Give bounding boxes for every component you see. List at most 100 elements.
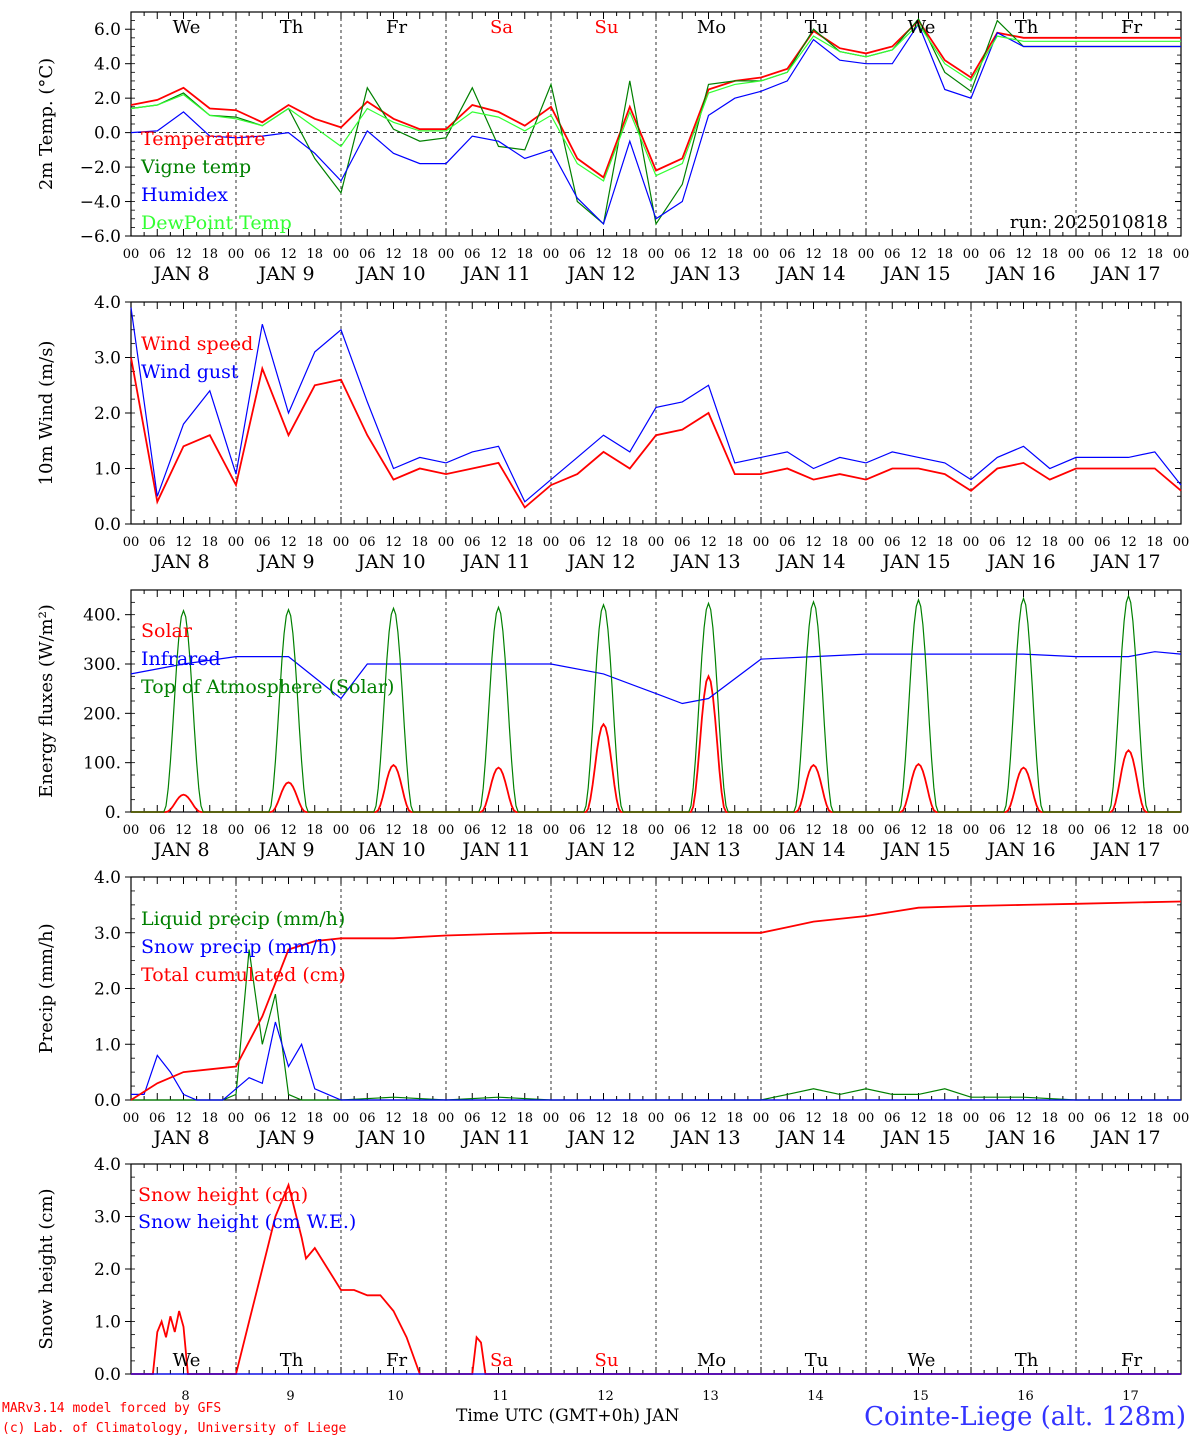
hour-label: 12 — [910, 1111, 927, 1126]
hour-label: 00 — [438, 247, 455, 262]
hour-label: 00 — [858, 535, 875, 550]
hour-label: 18 — [411, 535, 428, 550]
series-line-temperature — [130, 19, 1181, 179]
series-line-vigne-temp — [130, 17, 1181, 226]
weekday-label: Th — [1015, 1350, 1039, 1371]
hour-label: 18 — [516, 823, 533, 838]
y-axis-label: Snow height (cm) — [36, 1188, 57, 1349]
legend-entry: DewPoint Temp — [141, 212, 292, 234]
series-line-infrared — [130, 651, 1182, 705]
weekday-label: Fr — [386, 1350, 407, 1371]
hour-label: 12 — [490, 1111, 507, 1126]
date-label: JAN 8 — [151, 551, 209, 573]
hour-label: 00 — [228, 823, 245, 838]
hour-label: 12 — [490, 823, 507, 838]
hour-label: 06 — [884, 535, 901, 550]
day-number-label: 14 — [807, 1389, 824, 1404]
y-tick-label: 4.0 — [94, 293, 121, 313]
date-label: JAN 9 — [256, 551, 314, 573]
hour-label: 18 — [1041, 247, 1058, 262]
x-axis-title: Time UTC (GMT+0h) JAN — [456, 1406, 680, 1426]
hour-label: 00 — [1068, 535, 1085, 550]
hour-label: 00 — [438, 1111, 455, 1126]
date-label: JAN 10 — [355, 551, 425, 573]
hour-label: 18 — [201, 247, 218, 262]
weekday-label: We — [173, 1350, 201, 1371]
hour-label: 00 — [753, 1111, 770, 1126]
y-tick-label: 6.0 — [94, 20, 121, 40]
weekday-label: Th — [1015, 17, 1039, 38]
date-label: JAN 10 — [355, 263, 425, 285]
day-number-label: 15 — [912, 1389, 929, 1404]
hour-label: 06 — [359, 1111, 376, 1126]
series-line-wind-speed — [130, 357, 1182, 509]
hour-label: 12 — [595, 535, 612, 550]
date-label: JAN 9 — [256, 263, 314, 285]
hour-label: 06 — [779, 535, 796, 550]
hour-label: 12 — [490, 535, 507, 550]
y-tick-label: 2.0 — [94, 404, 121, 424]
hour-label: 00 — [963, 1111, 980, 1126]
hour-label: 00 — [753, 247, 770, 262]
hour-label: 12 — [910, 535, 927, 550]
hour-label: 00 — [438, 535, 455, 550]
y-tick-label: −6.0 — [80, 227, 121, 247]
date-label: JAN 14 — [775, 839, 845, 861]
day-number-label: 10 — [387, 1389, 404, 1404]
y-tick-label: 0.0 — [94, 1091, 121, 1111]
hour-label: 12 — [910, 823, 927, 838]
hour-label: 12 — [700, 823, 717, 838]
date-label: JAN 13 — [670, 551, 740, 573]
hour-label: 12 — [280, 247, 297, 262]
hour-label: 06 — [1094, 535, 1111, 550]
weekday-label: Fr — [1121, 17, 1142, 38]
hour-label: 12 — [175, 535, 192, 550]
hour-label: 06 — [989, 247, 1006, 262]
hour-label: 18 — [516, 1111, 533, 1126]
hour-label: 00 — [228, 247, 245, 262]
hour-label: 12 — [1015, 823, 1032, 838]
hour-label: 18 — [1041, 1111, 1058, 1126]
hour-label: 00 — [123, 1111, 140, 1126]
hour-label: 00 — [1173, 1111, 1190, 1126]
hour-label: 00 — [543, 247, 560, 262]
hour-label: 00 — [438, 823, 455, 838]
y-tick-label: 0.0 — [94, 1365, 121, 1385]
hour-label: 12 — [1120, 823, 1137, 838]
hour-label: 18 — [726, 1111, 743, 1126]
series-line-snow-height-cm- — [131, 1182, 1181, 1375]
hour-label: 06 — [464, 535, 481, 550]
weekday-label: We — [173, 17, 201, 38]
day-number-label: 13 — [702, 1389, 719, 1404]
hour-label: 18 — [831, 535, 848, 550]
y-tick-label: 2.0 — [94, 1260, 121, 1280]
y-axis-label: 10m Wind (m/s) — [36, 341, 57, 486]
hour-label: 18 — [306, 247, 323, 262]
hour-label: 06 — [149, 247, 166, 262]
hour-label: 18 — [936, 247, 953, 262]
y-tick-label: 3.0 — [94, 349, 121, 369]
hour-label: 06 — [674, 247, 691, 262]
y-tick-label: 1.0 — [94, 1035, 121, 1055]
hour-label: 00 — [123, 247, 140, 262]
hour-label: 18 — [831, 1111, 848, 1126]
hour-label: 06 — [884, 823, 901, 838]
hour-label: 18 — [621, 823, 638, 838]
date-label: JAN 17 — [1090, 1127, 1160, 1149]
hour-label: 12 — [805, 823, 822, 838]
hour-label: 06 — [674, 823, 691, 838]
y-tick-label: 0. — [105, 803, 121, 823]
legend-entry: Infrared — [141, 648, 221, 670]
day-number-label: 11 — [492, 1389, 509, 1404]
y-axis-label: Precip (mm/h) — [36, 923, 57, 1053]
date-label: JAN 8 — [151, 263, 209, 285]
date-label: JAN 9 — [256, 1127, 314, 1149]
hour-label: 12 — [385, 247, 402, 262]
hour-label: 06 — [569, 247, 586, 262]
day-number-label: 16 — [1017, 1389, 1034, 1404]
hour-label: 00 — [333, 823, 350, 838]
weekday-label: Fr — [386, 17, 407, 38]
panel-wind: 0.0 1.0 2.0 3.0 4.0 10m Wind (m/s) Wind speed W… — [36, 293, 1189, 573]
hour-label: 00 — [333, 535, 350, 550]
hour-label: 06 — [674, 535, 691, 550]
